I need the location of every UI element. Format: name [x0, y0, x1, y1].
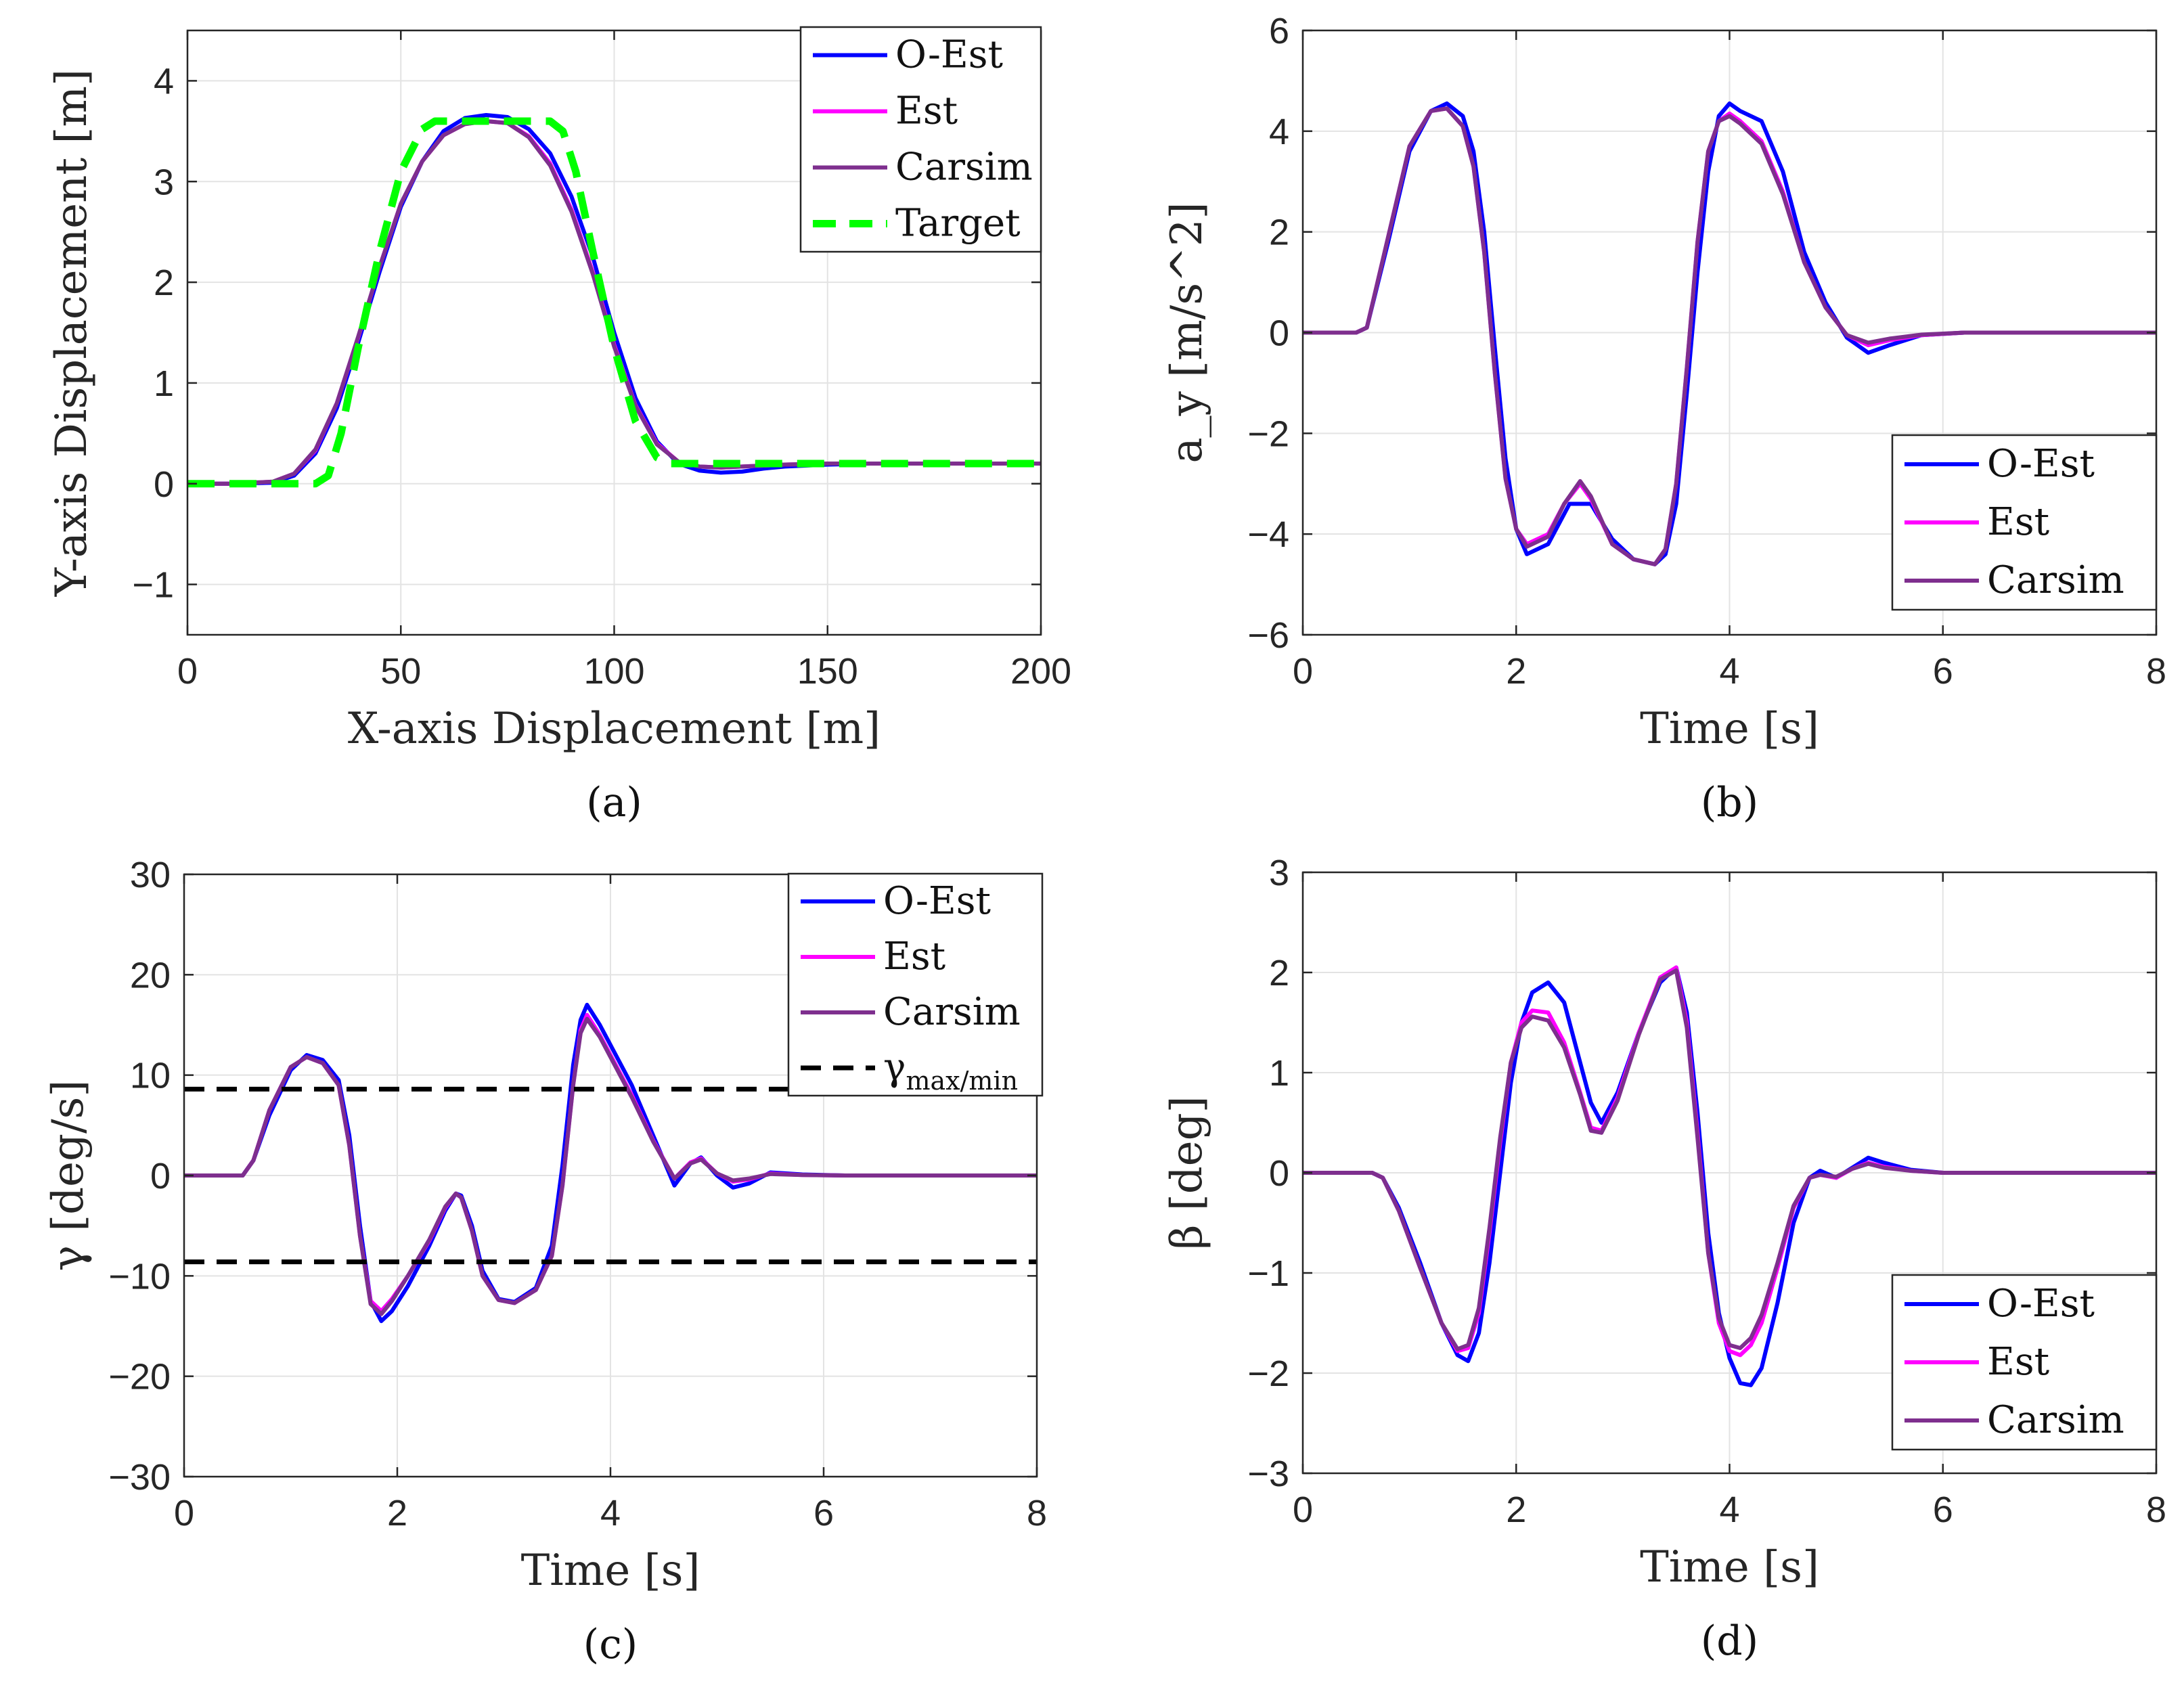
y-tick-label: 10: [130, 1056, 171, 1096]
legend: O-Est Est Carsim γmax/min: [787, 872, 1044, 1097]
x-tick-label: 0: [174, 1493, 194, 1533]
y-tick-label: 0: [1269, 313, 1289, 354]
y-axis-title: β [deg]: [1162, 1096, 1212, 1249]
legend-label: Carsim: [883, 990, 1021, 1034]
x-tick-label: 0: [1293, 651, 1313, 692]
y-tick-label: −30: [108, 1457, 171, 1498]
x-axis-title: X-axis Displacement [m]: [348, 704, 881, 754]
panel-caption: (d): [1701, 1617, 1758, 1665]
y-tick-label: 0: [1269, 1153, 1289, 1194]
chart-panel-d: 0 2 4 6 8 −3 −2 −1 0 1 2 3 Time [s] β [deg] (d) O-Est Es…: [1162, 853, 2166, 1665]
y-tick-label: −1: [1247, 1253, 1289, 1294]
legend-label: Est: [1987, 1340, 2050, 1384]
y-tick-label: 6: [1269, 11, 1289, 51]
x-tick-label: 200: [1010, 651, 1071, 692]
legend-label: Carsim: [1987, 558, 2124, 602]
x-tick-label: 6: [814, 1493, 834, 1533]
legend-label: Carsim: [895, 145, 1033, 189]
legend: O-Est Est Carsim: [1891, 1274, 2158, 1451]
x-axis-title: Time [s]: [1640, 704, 1819, 754]
legend-label: O-Est: [895, 33, 1004, 77]
y-tick-label: −20: [108, 1357, 171, 1397]
legend-label: Target: [895, 202, 1021, 246]
x-tick-label: 2: [387, 1493, 407, 1533]
panel-caption: (c): [583, 1621, 638, 1668]
chart-panel-b: 0 2 4 6 8 −6 −4 −2 0 2 4 6 Time [s] a_y [m/s^2] (b) O-E…: [1162, 11, 2166, 826]
y-tick-label: 20: [130, 955, 171, 995]
x-tick-label: 4: [600, 1493, 621, 1533]
x-tick-label: 100: [583, 651, 644, 692]
legend-label-main: γ: [883, 1046, 906, 1090]
series-group: [187, 113, 1041, 488]
x-tick-label: 0: [1293, 1490, 1313, 1530]
legend-label: O-Est: [883, 879, 991, 923]
x-tick-label: 8: [1027, 1493, 1047, 1533]
x-tick-label: 50: [380, 651, 421, 692]
series-line-o-est: [187, 113, 1041, 486]
legend-label: Carsim: [1987, 1398, 2124, 1442]
x-tick-label: 4: [1719, 651, 1739, 692]
y-tick-label: 2: [1269, 212, 1289, 253]
x-tick-label: 8: [2146, 1490, 2166, 1530]
y-tick-label: 2: [1269, 953, 1289, 993]
series-line-carsim: [184, 1016, 1037, 1316]
chart-panel-c: 0 2 4 6 8 −30 −20 −10 0 10 20 30 Time [s] γ [deg/s] (c…: [43, 855, 1047, 1668]
legend-label: Est: [895, 89, 958, 133]
panel-caption: (a): [586, 779, 642, 826]
x-tick-label: 2: [1506, 651, 1526, 692]
legend: O-Est Est Carsim Target: [799, 26, 1042, 253]
legend-label: Est: [883, 935, 946, 979]
series-line-carsim: [1303, 968, 2156, 1351]
y-tick-label: −6: [1247, 615, 1289, 656]
y-axis-title: γ [deg/s]: [43, 1080, 93, 1272]
y-axis-title: a_y [m/s^2]: [1162, 202, 1212, 463]
y-tick-label: −2: [1247, 1353, 1289, 1394]
y-tick-label: 3: [1269, 853, 1289, 893]
y-tick-label: −1: [132, 565, 174, 606]
y-tick-label: −3: [1247, 1454, 1289, 1494]
y-tick-label: −2: [1247, 413, 1289, 454]
legend-label: O-Est: [1987, 442, 2095, 486]
series-group: [184, 1002, 1037, 1324]
y-tick-label: 0: [150, 1156, 171, 1196]
series-line-carsim: [1303, 106, 2156, 566]
legend-label: Est: [1987, 500, 2050, 544]
x-axis-title: Time [s]: [1640, 1542, 1819, 1592]
legend-box: [799, 26, 1042, 253]
chart-panel-a: 0 50 100 150 200 −1 0 1 2 3 4 X-axis Displacement […: [47, 26, 1071, 826]
x-tick-label: 4: [1719, 1490, 1739, 1530]
legend: O-Est Est Carsim: [1891, 434, 2158, 611]
legend-label: γmax/min: [883, 1046, 1018, 1096]
y-tick-label: 1: [154, 363, 174, 404]
series-group: [1303, 965, 2156, 1387]
x-axis-title: Time [s]: [521, 1546, 700, 1596]
panel-caption: (b): [1701, 779, 1758, 826]
series-line-target: [187, 117, 1041, 488]
x-tick-label: 150: [797, 651, 858, 692]
y-tick-label: 30: [130, 855, 171, 895]
y-tick-label: −4: [1247, 514, 1289, 555]
y-tick-label: 4: [1269, 112, 1289, 152]
x-tick-label: 8: [2146, 651, 2166, 692]
legend-label-subscript: max/min: [906, 1066, 1018, 1096]
y-tick-label: 2: [154, 263, 174, 303]
y-tick-label: 0: [154, 464, 174, 505]
x-tick-label: 6: [1933, 1490, 1953, 1530]
y-axis-title: Y-axis Displacement [m]: [47, 69, 97, 597]
y-tick-label: −10: [108, 1256, 171, 1297]
y-tick-label: 1: [1269, 1053, 1289, 1094]
y-tick-label: 4: [154, 61, 174, 102]
x-tick-label: 2: [1506, 1490, 1526, 1530]
legend-label: O-Est: [1987, 1282, 2095, 1326]
series-group: [1303, 101, 2156, 566]
y-tick-label: 3: [154, 162, 174, 202]
x-tick-label: 6: [1933, 651, 1953, 692]
x-tick-label: 0: [177, 651, 198, 692]
legend-box: [787, 872, 1044, 1097]
